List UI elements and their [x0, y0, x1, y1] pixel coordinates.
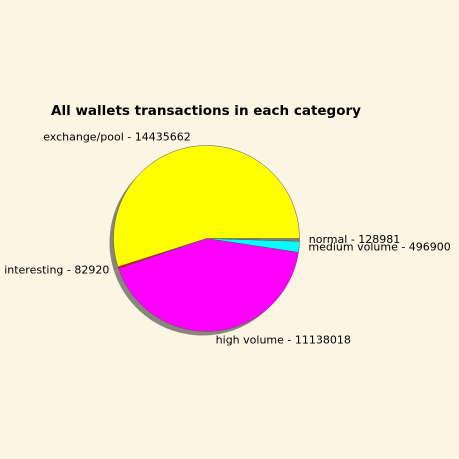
slice-label-exchange-pool: exchange/pool - 14435662: [43, 130, 191, 143]
slice-label-normal: normal - 128981: [309, 233, 401, 246]
chart-title: All wallets transactions in each categor…: [51, 103, 361, 119]
pie-slice-exchange-pool: [113, 145, 300, 268]
slice-label-interesting: interesting - 82920: [4, 264, 109, 277]
slice-label-high-volume: high volume - 11138018: [216, 333, 351, 346]
pie-slices: [113, 145, 300, 332]
pie-slice-high-volume: [118, 238, 299, 332]
slice-label-medium-volume: medium volume - 496900: [308, 241, 450, 254]
